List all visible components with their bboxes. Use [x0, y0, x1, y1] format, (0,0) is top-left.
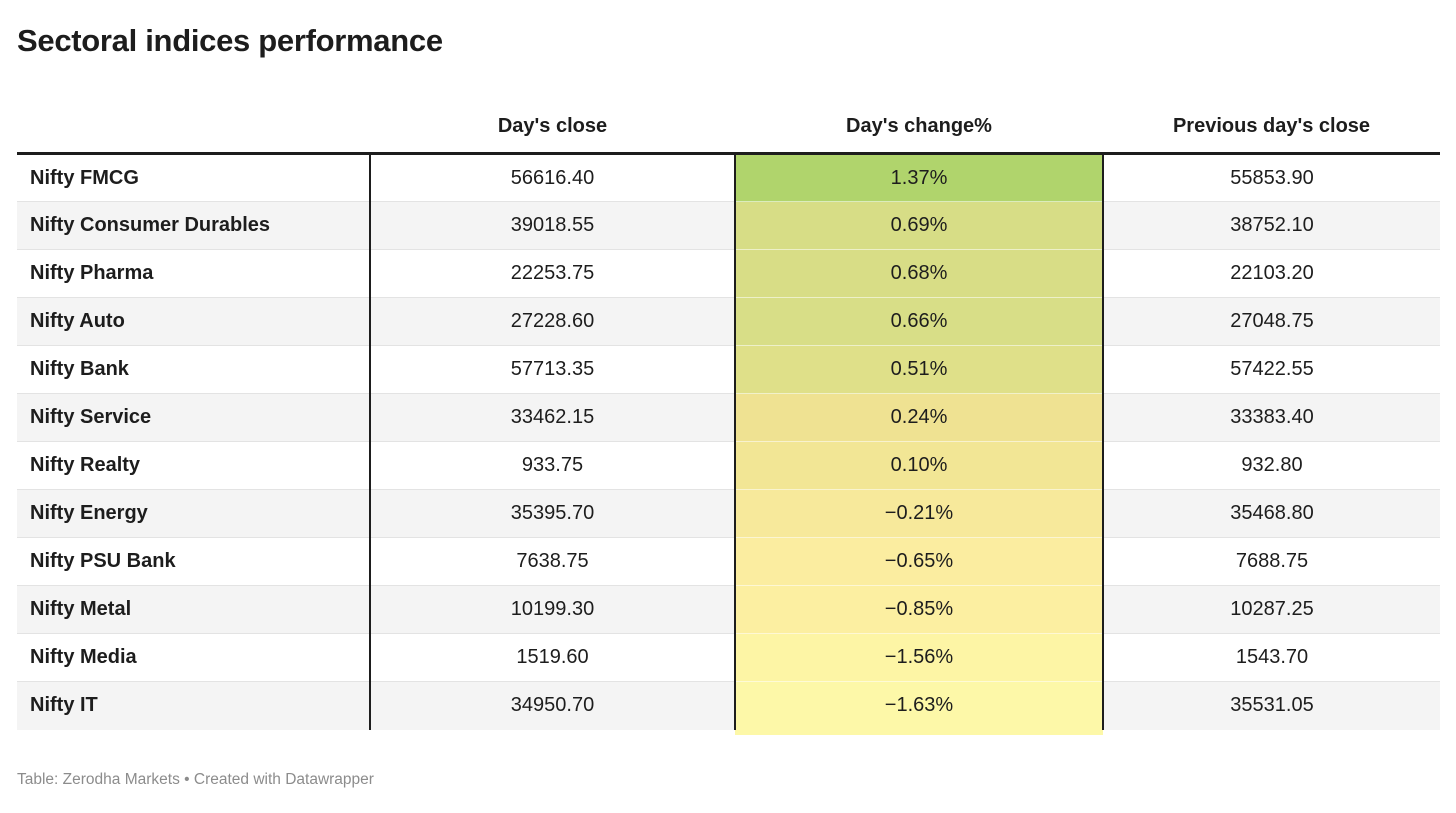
row-label: Nifty Service	[17, 393, 370, 442]
days-change-cell: −0.85%	[734, 585, 1104, 634]
previous-close-cell: 10287.25	[1103, 585, 1440, 634]
table-row: Nifty Metal 10199.30 −0.85% 10287.25	[17, 585, 1440, 634]
table-row: Nifty Consumer Durables 39018.55 0.69% 3…	[17, 201, 1440, 250]
previous-close-cell: 35468.80	[1103, 489, 1440, 538]
column-header-days-change: Day's change%	[735, 115, 1103, 155]
table-row: Nifty Energy 35395.70 −0.21% 35468.80	[17, 489, 1440, 538]
column-header-blank	[17, 115, 370, 155]
row-label: Nifty PSU Bank	[17, 537, 370, 586]
table-row: Nifty Realty 933.75 0.10% 932.80	[17, 441, 1440, 490]
row-label: Nifty Consumer Durables	[17, 201, 370, 250]
row-label: Nifty Energy	[17, 489, 370, 538]
column-header-previous-close: Previous day's close	[1103, 115, 1440, 155]
previous-close-cell: 55853.90	[1230, 166, 1314, 189]
table-row: Nifty Pharma 22253.75 0.68% 22103.20	[17, 249, 1440, 298]
previous-close-cell: 7688.75	[1103, 537, 1440, 586]
table-row: Nifty Bank 57713.35 0.51% 57422.55	[17, 345, 1440, 394]
days-close-cell: 56616.40	[369, 153, 735, 202]
days-change-cell: 0.66%	[734, 297, 1104, 346]
column-header-days-close: Day's close	[370, 115, 735, 155]
days-change-cell: −1.56%	[734, 633, 1104, 682]
days-close-cell: 27228.60	[369, 297, 735, 346]
previous-close-cell: 57422.55	[1103, 345, 1440, 394]
footer-middle: • Created with	[179, 770, 286, 788]
days-change-cell: 0.24%	[734, 393, 1104, 442]
footer-prefix: Table:	[17, 770, 63, 788]
footer-source-link[interactable]: Zerodha Markets	[62, 770, 180, 788]
days-change-cell: 0.51%	[734, 345, 1104, 394]
days-close-cell: 34950.70	[369, 681, 735, 730]
page-title: Sectoral indices performance	[17, 23, 443, 58]
row-label: Nifty Bank	[17, 345, 370, 394]
row-label: Nifty Realty	[17, 441, 370, 490]
table-row: Nifty Media 1519.60 −1.56% 1543.70	[17, 633, 1440, 682]
days-close-cell: 39018.55	[369, 201, 735, 250]
row-label: Nifty Media	[17, 633, 370, 682]
previous-close-cell: 35531.05	[1103, 681, 1440, 730]
days-change-cell: −1.63%	[734, 681, 1104, 730]
days-change-cell: −0.21%	[734, 489, 1104, 538]
row-label: Nifty Auto	[17, 297, 370, 346]
previous-close-cell: 33383.40	[1103, 393, 1440, 442]
table-header: Day's close Day's change% Previous day's…	[17, 115, 1440, 155]
days-change-cell: 0.10%	[734, 441, 1104, 490]
row-label: Nifty Metal	[17, 585, 370, 634]
table-body: Nifty FMCG 56616.40 1.37% 55853.90 Nifty…	[17, 153, 1440, 730]
table-row: Nifty FMCG 56616.40 1.37% 55853.90	[17, 153, 1440, 202]
table-row: Nifty IT 34950.70 −1.63% 35531.05	[17, 681, 1440, 730]
sectoral-indices-table: Day's close Day's change% Previous day's…	[17, 115, 1440, 730]
previous-close-cell: 27048.75	[1103, 297, 1440, 346]
days-close-cell: 57713.35	[369, 345, 735, 394]
days-close-cell: 10199.30	[369, 585, 735, 634]
days-close-cell: 1519.60	[369, 633, 735, 682]
row-label: Nifty FMCG	[30, 166, 139, 189]
days-close-cell: 22253.75	[369, 249, 735, 298]
days-change-cell: 0.68%	[734, 249, 1104, 298]
previous-close-cell: 1543.70	[1103, 633, 1440, 682]
days-change-cell: 1.37%	[734, 153, 1104, 202]
attribution-footer: Table: Zerodha Markets • Created with Da…	[17, 770, 1440, 790]
row-label: Nifty IT	[17, 681, 370, 730]
days-change-cell: 0.69%	[734, 201, 1104, 250]
table-row: Nifty Auto 27228.60 0.66% 27048.75	[17, 297, 1440, 346]
days-close-cell: 33462.15	[369, 393, 735, 442]
table-row: Nifty PSU Bank 7638.75 −0.65% 7688.75	[17, 537, 1440, 586]
previous-close-cell: 38752.10	[1103, 201, 1440, 250]
days-close-cell: 7638.75	[369, 537, 735, 586]
footer-datawrapper-link[interactable]: Datawrapper	[285, 770, 374, 788]
table-row: Nifty Service 33462.15 0.24% 33383.40	[17, 393, 1440, 442]
days-change-cell: −0.65%	[734, 537, 1104, 586]
days-close-cell: 35395.70	[369, 489, 735, 538]
page: Sectoral indices performance Day's close…	[17, 23, 1440, 790]
row-label: Nifty Pharma	[17, 249, 370, 298]
days-close-cell: 933.75	[369, 441, 735, 490]
previous-close-cell: 22103.20	[1103, 249, 1440, 298]
previous-close-cell: 932.80	[1103, 441, 1440, 490]
